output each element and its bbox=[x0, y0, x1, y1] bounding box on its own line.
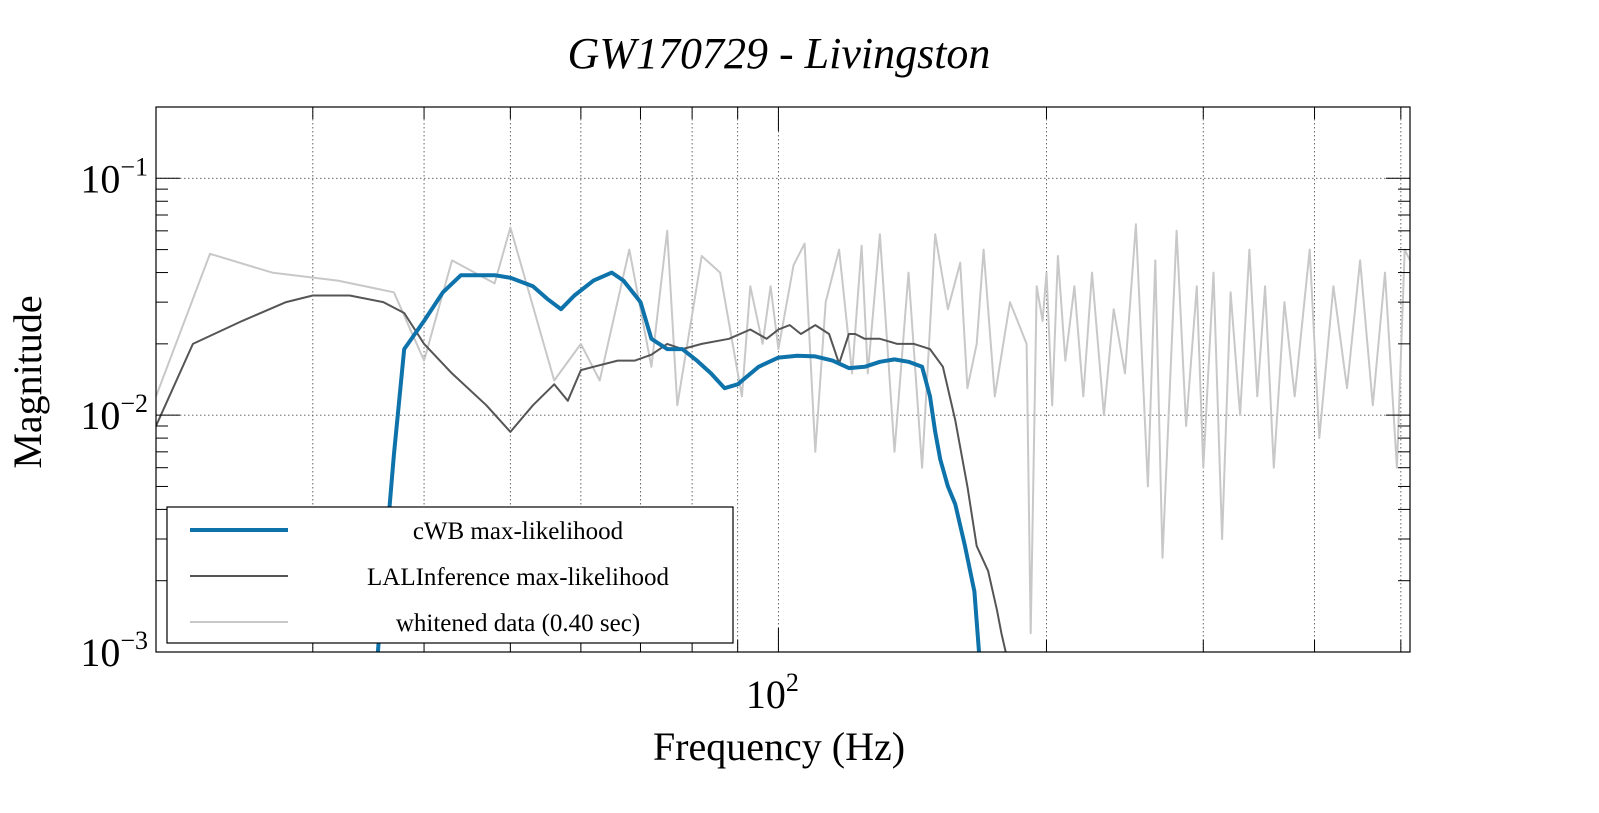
x-tick-label: 102 bbox=[746, 668, 799, 717]
series-layer bbox=[156, 223, 1410, 652]
legend-label-lalinference-max-likelihood: LALInference max-likelihood bbox=[367, 564, 669, 591]
y-axis-label: Magnitude bbox=[5, 295, 50, 468]
series-line-whitened-data-0-40-sec bbox=[156, 223, 1410, 635]
plot-frame bbox=[155, 106, 1411, 653]
legend-label-whitened-data-0-40-sec: whitened data (0.40 sec) bbox=[396, 610, 640, 637]
chart-title: GW170729 - Livingston bbox=[568, 29, 991, 78]
axes-layer: 10−3 10−2 10−1 102 bbox=[80, 106, 1410, 717]
y-tick-label: 10−1 bbox=[80, 152, 148, 201]
series-line-cwb-max-likelihood bbox=[375, 270, 981, 652]
legend-label-cwb-max-likelihood: cWB max-likelihood bbox=[413, 518, 624, 545]
y-tick-label: 10−2 bbox=[80, 389, 148, 438]
x-axis-label: Frequency (Hz) bbox=[653, 724, 905, 769]
legend: cWB max-likelihood LALInference max-likel… bbox=[166, 506, 734, 644]
y-tick-label: 10−3 bbox=[80, 626, 148, 675]
